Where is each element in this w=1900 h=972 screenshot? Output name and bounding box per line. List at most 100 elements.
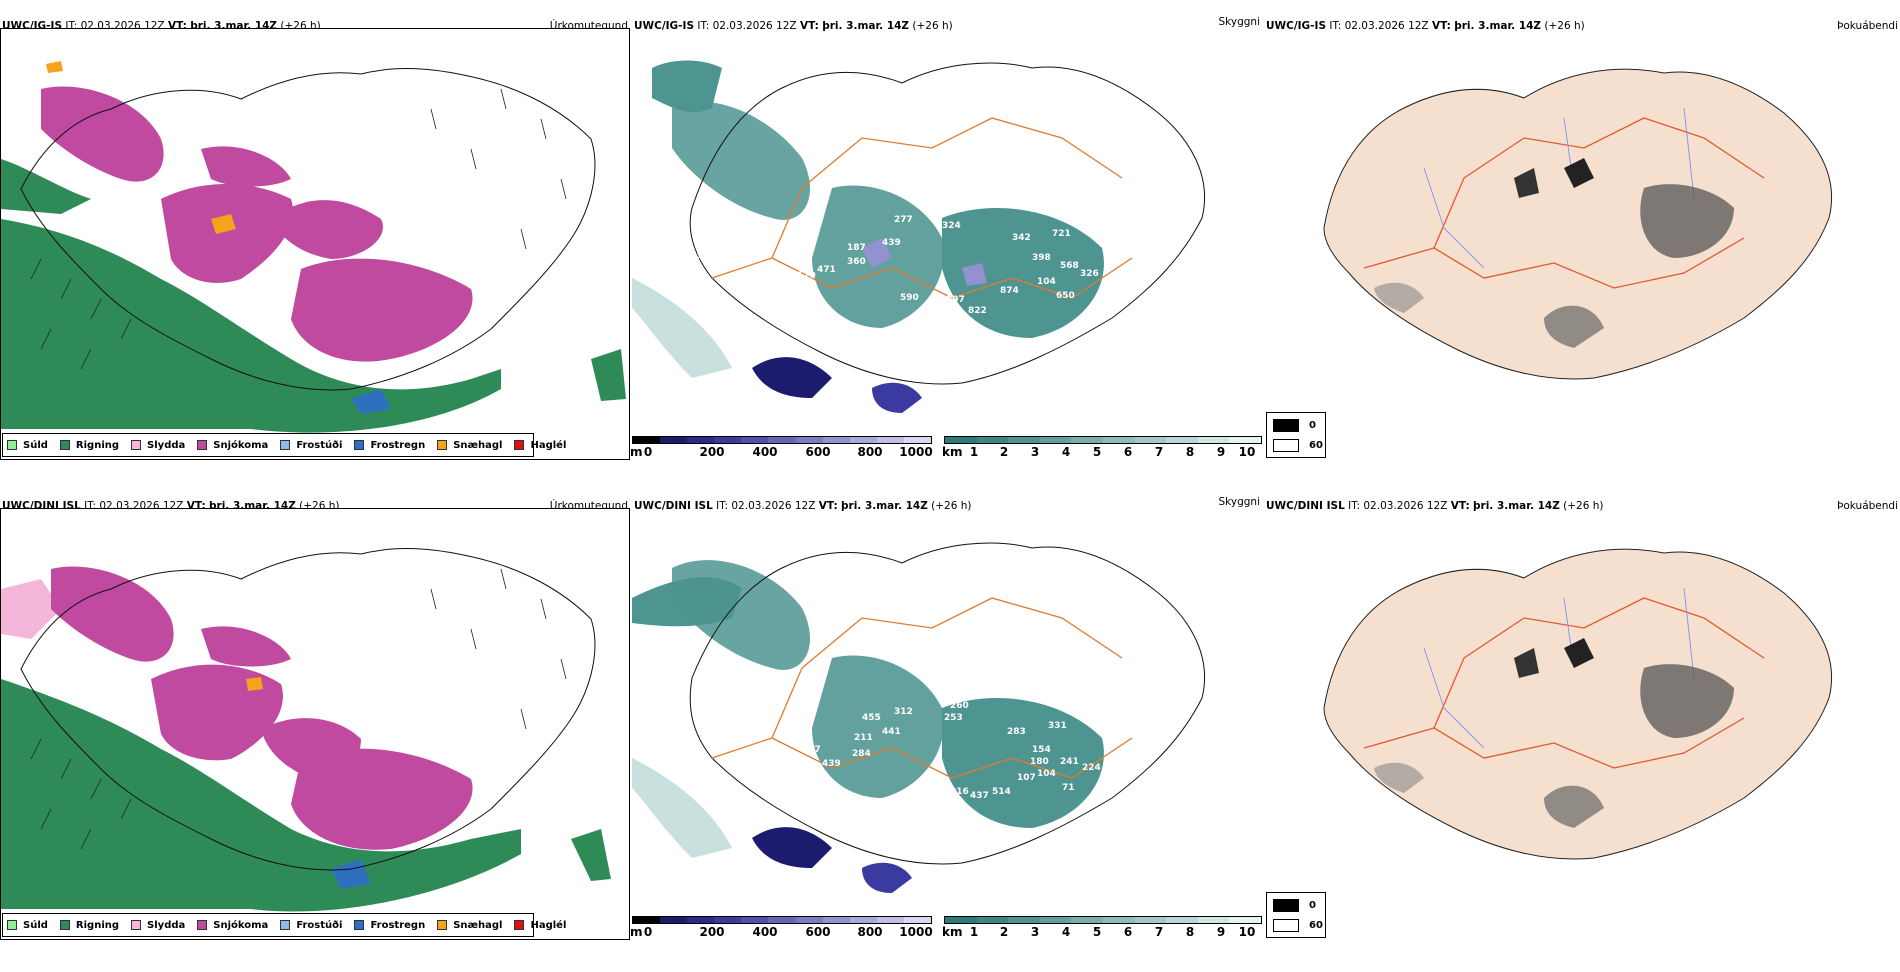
map-value-label: 326 (1080, 269, 1099, 279)
colorbar-step (849, 437, 877, 443)
legend-swatch (197, 920, 208, 930)
map-value-label: 277 (894, 215, 913, 225)
legend-swatch (7, 440, 17, 450)
panel-label-fog: Þokuábendi (1837, 500, 1898, 512)
map-value-label: 224 (1082, 763, 1101, 773)
map-value-label: 721 (1052, 229, 1071, 239)
colorbar-step (1166, 917, 1198, 923)
legend-item: Slydda (131, 920, 185, 931)
fog-map-graphic (1323, 548, 1833, 860)
colorbar-tick: 1000 (899, 925, 933, 939)
map-value-label: 120 (797, 271, 816, 281)
visibility-map-graphic: 91 200 277 324 342 187 439 360 471 120 5… (632, 60, 1206, 413)
fog-indicator-panel: UWC/IG-IS IT: 02.03.2026 12Z VT: þri. 3.… (1264, 12, 1900, 460)
colorbar-bar (944, 916, 1262, 924)
visibility-panel: UWC/IG-IS IT: 02.03.2026 12Z VT: þri. 3.… (630, 12, 1262, 462)
colorbar-tick: 10 (1238, 925, 1256, 939)
map-value-label: 180 (1030, 757, 1049, 767)
colorbar-tick: 2 (999, 445, 1009, 459)
colorbar-step (1071, 437, 1103, 443)
colorbar-step (1102, 917, 1135, 923)
colorbar-step (1134, 917, 1167, 923)
fog-map[interactable] (1264, 508, 1894, 940)
legend-swatch (437, 440, 448, 450)
colorbar-tick: 600 (805, 445, 831, 459)
colorbar-step (633, 437, 661, 443)
legend-swatch (131, 920, 142, 930)
colorbar-tick: 2 (999, 925, 1009, 939)
colorbar-ticks: m 0 200 400 600 800 1000 (630, 444, 933, 459)
colorbar-step (1197, 917, 1230, 923)
map-value-label: 60 (787, 795, 800, 805)
map-value-label: 312 (894, 707, 913, 717)
colorbar-step (1039, 917, 1072, 923)
legend-swatch (354, 440, 365, 450)
map-value-label: 284 (852, 749, 871, 759)
visibility-map[interactable]: 91 200 277 324 342 187 439 360 471 120 5… (632, 28, 1262, 460)
map-value-label: 342 (1012, 233, 1031, 243)
colorbar-step (795, 917, 823, 923)
colorbar-tick: 1 (969, 925, 979, 939)
colorbar-step (633, 917, 661, 923)
colorbar-step (903, 437, 932, 443)
map-value-label: 177 (717, 689, 736, 699)
colorbar-step (945, 917, 977, 923)
fog-map[interactable] (1264, 28, 1894, 460)
fog-indicator-panel: UWC/DINI ISL IT: 02.03.2026 12Z VT: þri.… (1264, 492, 1900, 940)
colorbar-tick: 600 (805, 925, 831, 939)
map-value-label: 241 (1060, 757, 1079, 767)
colorbar-step (795, 437, 823, 443)
precip-type-map[interactable] (0, 28, 630, 460)
colorbar-tick: 4 (1061, 925, 1071, 939)
colorbar-tick: 800 (857, 445, 883, 459)
legend-item: Haglél (514, 440, 566, 451)
colorbar-ticks: km 1 2 3 4 5 6 7 8 9 10 (942, 924, 1262, 939)
legend-item: Frostúði (280, 920, 342, 931)
panel-title: UWC/DINI ISL IT: 02.03.2026 12Z VT: þri.… (634, 500, 972, 512)
legend-swatch (514, 920, 525, 930)
legend-label: 0 (1309, 900, 1316, 911)
colorbar-step (822, 437, 850, 443)
colorbar-tick: 10 (1238, 445, 1256, 459)
panel-label-visibility: Skyggni (1218, 16, 1261, 28)
panel-label-visibility: Skyggni (1218, 496, 1261, 508)
precip-type-panel: UWC/IG-IS IT: 02.03.2026 12Z VT: þri. 3.… (0, 12, 630, 460)
precip-type-map[interactable] (0, 508, 630, 940)
colorbar-step (945, 437, 977, 443)
map-value-label: 398 (1032, 253, 1051, 263)
colorbar-step (849, 917, 877, 923)
cloud-base-colorbar: m 0 200 400 600 800 1000 (630, 436, 933, 462)
legend-item: Frostúði (280, 440, 342, 451)
map-value-label: 822 (968, 306, 987, 316)
legend-item: Haglél (514, 920, 566, 931)
legend-swatch (7, 920, 17, 930)
colorbar-tick: 5 (1092, 445, 1102, 459)
map-value-label: 211 (854, 733, 873, 743)
colorbar-tick: 200 (699, 445, 725, 459)
colorbar-step (1229, 437, 1261, 443)
legend-item: Snæhagl (437, 920, 502, 931)
colorbar-step (741, 437, 769, 443)
colorbar-tick: 1000 (899, 445, 933, 459)
colorbar-step (1134, 437, 1167, 443)
panel-label-fog: Þokuábendi (1837, 20, 1898, 32)
cloud-base-colorbar: m 0 200 400 600 800 1000 (630, 916, 933, 942)
fog-legend: 0 60 (1266, 412, 1326, 458)
map-value-label: 437 (970, 791, 989, 801)
map-value-label: 154 (1032, 745, 1051, 755)
legend-item: Súld (7, 920, 48, 931)
colorbar-step (687, 437, 715, 443)
legend-label: 60 (1309, 920, 1323, 931)
colorbar-step (1166, 437, 1198, 443)
colorbar-tick: 7 (1154, 445, 1164, 459)
map-value-label: 116 (700, 696, 719, 706)
colorbar-bar (632, 436, 932, 444)
legend-item: Súld (7, 440, 48, 451)
map-value-label: 568 (1060, 261, 1079, 271)
map-value-label: 360 (847, 257, 866, 267)
fog-legend: 0 60 (1266, 892, 1326, 938)
visibility-map[interactable]: 116 177 455 312 260 253 283 331 211 441 … (632, 508, 1262, 940)
precip-map-graphic (1, 61, 626, 433)
map-value-label: 58 (916, 331, 929, 341)
legend-item: Snjókoma (197, 440, 268, 451)
